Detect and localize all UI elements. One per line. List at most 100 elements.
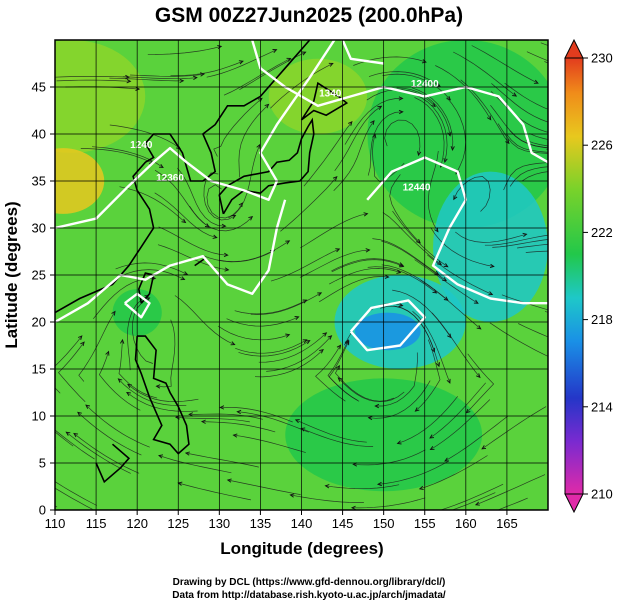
contour-line xyxy=(124,292,151,319)
streamline xyxy=(55,505,58,508)
streamline xyxy=(411,87,454,150)
streamline xyxy=(58,341,86,403)
y-tick-label: 5 xyxy=(39,456,46,471)
streamline xyxy=(109,124,181,149)
streamline xyxy=(280,176,338,232)
streamline xyxy=(453,176,491,212)
streamline-arrow xyxy=(350,505,356,510)
streamline-arrow xyxy=(294,419,300,424)
streamline-arrow xyxy=(594,74,598,77)
streamline-arrow xyxy=(522,232,528,238)
x-tick-label: 160 xyxy=(455,516,477,531)
streamline-arrow xyxy=(248,216,254,221)
streamline xyxy=(223,58,291,96)
streamline-arrow xyxy=(256,143,261,149)
streamline xyxy=(156,319,176,388)
colorbar-tick-label: 210 xyxy=(591,487,613,502)
colorbar-tick-label: 214 xyxy=(591,399,613,414)
streamline xyxy=(509,166,548,187)
streamline xyxy=(429,382,486,439)
streamline-arrow xyxy=(443,296,449,301)
streamline-arrow xyxy=(111,310,116,316)
streamline xyxy=(202,250,275,263)
streamline-arrow xyxy=(443,263,449,268)
contour-line xyxy=(55,40,336,230)
streamline xyxy=(254,349,324,378)
streamline-arrow xyxy=(596,251,600,255)
streamline-arrow xyxy=(558,152,562,155)
streamline xyxy=(118,378,187,406)
coastline xyxy=(95,443,131,484)
streamline-arrow xyxy=(27,470,31,473)
streamline xyxy=(56,79,131,82)
streamline xyxy=(381,240,447,281)
contour-line xyxy=(341,40,384,65)
streamline-arrow xyxy=(332,176,338,181)
streamline-arrow xyxy=(550,131,554,134)
streamline xyxy=(234,299,307,315)
streamline-arrow xyxy=(453,195,458,201)
streamline xyxy=(147,45,222,56)
streamline-arrow xyxy=(231,215,237,219)
streamline xyxy=(372,238,439,275)
streamline xyxy=(375,352,418,407)
streamline-arrow xyxy=(443,157,448,164)
streamline xyxy=(481,406,547,450)
streamline xyxy=(497,123,548,154)
streamline xyxy=(250,292,322,315)
streamline-arrow xyxy=(396,440,402,445)
streamline-arrow xyxy=(294,316,300,321)
streamline xyxy=(270,248,340,282)
streamline xyxy=(92,146,164,168)
streamline xyxy=(170,60,244,77)
streamline xyxy=(55,447,56,449)
streamline-arrow xyxy=(473,299,479,304)
streamline xyxy=(518,323,548,338)
y-tick-label: 35 xyxy=(32,174,46,189)
streamline-arrow xyxy=(337,377,343,382)
streamline xyxy=(427,150,439,232)
streamline xyxy=(295,419,367,443)
streamline-arrow xyxy=(613,329,617,332)
streamline-arrow xyxy=(486,115,492,121)
streamline xyxy=(329,268,401,285)
streamline-arrow xyxy=(417,151,422,157)
streamline-arrow xyxy=(120,338,125,344)
streamline xyxy=(526,51,548,62)
streamline xyxy=(55,481,97,506)
streamline-arrow xyxy=(488,291,494,296)
streamline-arrow xyxy=(416,238,421,244)
streamline xyxy=(414,97,445,167)
streamline xyxy=(504,82,548,110)
streamline-arrow xyxy=(377,105,383,110)
streamline-arrow xyxy=(429,434,435,439)
y-tick-label: 15 xyxy=(32,362,46,377)
streamline-arrow xyxy=(476,325,482,330)
streamline-arrow xyxy=(301,51,307,56)
streamline xyxy=(315,345,346,402)
colorbar: 230 226 222 218 214 210 xyxy=(564,38,613,514)
streamline-arrow xyxy=(226,478,232,483)
streamline xyxy=(430,227,494,267)
x-tick-label: 140 xyxy=(291,516,313,531)
colorbar-tick-label: 222 xyxy=(591,225,613,240)
streamline-arrow xyxy=(421,59,427,64)
streamline xyxy=(235,339,307,354)
streamline xyxy=(366,89,436,107)
streamline xyxy=(444,415,508,462)
field-patch xyxy=(433,171,548,322)
streamline-arrow xyxy=(180,276,186,281)
streamline xyxy=(77,412,142,456)
y-axis: 0 5 10 15 20 25 30 35 40 45 xyxy=(32,80,55,518)
streamline-arrow xyxy=(474,501,480,506)
streamline xyxy=(127,295,149,371)
streamline xyxy=(368,71,441,87)
streamline-arrow xyxy=(126,391,131,397)
streamline-arrow xyxy=(223,252,229,258)
streamline xyxy=(189,413,263,420)
streamline xyxy=(80,148,154,164)
streamline xyxy=(517,243,548,249)
coastline xyxy=(137,272,155,304)
streamline xyxy=(127,384,199,402)
